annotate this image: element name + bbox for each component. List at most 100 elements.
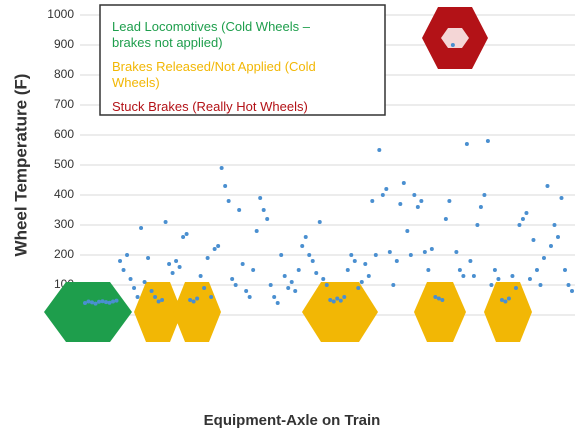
- green-hexagon: [44, 282, 132, 342]
- point: [496, 277, 501, 281]
- point: [258, 196, 263, 200]
- point: [506, 296, 511, 301]
- point: [552, 223, 557, 227]
- point: [394, 259, 399, 263]
- point: [282, 274, 287, 278]
- point: [219, 166, 224, 170]
- point: [524, 211, 529, 215]
- red-hexagon-inner: [441, 28, 469, 48]
- legend: Lead Locomotives (Cold Wheels – brakes no…: [99, 4, 386, 116]
- point: [125, 253, 130, 257]
- point: [279, 253, 284, 257]
- point: [359, 280, 364, 284]
- point: [167, 262, 172, 266]
- point: [174, 259, 179, 263]
- point: [433, 295, 438, 299]
- point: [104, 300, 109, 305]
- y-tick-label: 1000: [47, 7, 74, 21]
- point: [93, 301, 98, 306]
- point: [370, 199, 375, 203]
- point: [177, 265, 182, 269]
- point: [345, 268, 350, 272]
- point: [548, 244, 553, 248]
- point: [429, 247, 434, 251]
- point: [538, 283, 543, 287]
- annotations: [44, 7, 532, 342]
- point: [251, 268, 256, 272]
- point: [293, 289, 298, 293]
- point: [478, 205, 483, 209]
- point: [132, 286, 137, 290]
- point: [135, 295, 140, 299]
- point: [440, 298, 445, 302]
- yellow-hexagon: [302, 282, 378, 342]
- point: [559, 196, 564, 200]
- point: [356, 286, 361, 290]
- point: [328, 298, 333, 302]
- point: [489, 283, 494, 287]
- point: [181, 235, 186, 239]
- point: [373, 253, 378, 257]
- point: [447, 199, 452, 203]
- point: [272, 295, 277, 299]
- point: [146, 256, 151, 260]
- point: [307, 253, 312, 257]
- point: [97, 299, 102, 304]
- point: [426, 268, 431, 272]
- point: [436, 296, 441, 301]
- point: [349, 253, 354, 257]
- point: [300, 244, 305, 248]
- y-tick-label: 300: [54, 217, 74, 231]
- point: [118, 259, 123, 263]
- point: [261, 208, 266, 212]
- point: [331, 299, 336, 304]
- x-axis-label: Equipment-Axle on Train: [204, 412, 381, 429]
- point: [366, 274, 371, 278]
- point: [363, 262, 368, 266]
- point: [566, 283, 571, 287]
- point: [184, 232, 189, 236]
- point: [128, 277, 133, 281]
- yellow-hexagon: [134, 282, 182, 342]
- legend-entry: Brakes Released/Not Applied (Cold Wheels): [112, 59, 316, 90]
- point: [265, 217, 270, 221]
- point: [149, 289, 154, 293]
- point: [471, 274, 476, 278]
- point: [90, 300, 95, 305]
- point: [335, 296, 340, 301]
- point: [275, 301, 280, 305]
- point: [485, 139, 490, 143]
- point: [562, 268, 567, 272]
- point: [377, 148, 382, 152]
- point: [139, 226, 144, 230]
- point: [223, 184, 228, 188]
- point: [202, 286, 207, 290]
- legend-box: [99, 4, 386, 116]
- point: [268, 283, 273, 287]
- y-tick-label: 200: [54, 247, 74, 261]
- point: [391, 283, 396, 287]
- point: [240, 262, 245, 266]
- point: [468, 259, 473, 263]
- y-tick-label: 600: [54, 127, 74, 141]
- point: [86, 299, 91, 304]
- point: [324, 283, 329, 287]
- point: [317, 220, 322, 224]
- y-axis-label: Wheel Temperature (F): [11, 74, 30, 257]
- point: [153, 295, 158, 299]
- point: [310, 259, 315, 263]
- point: [510, 274, 515, 278]
- point: [247, 295, 252, 299]
- point: [244, 289, 249, 293]
- y-tick-label: 500: [54, 157, 74, 171]
- point: [352, 259, 357, 263]
- point: [100, 299, 105, 304]
- points: [83, 43, 574, 306]
- point: [387, 250, 392, 254]
- point: [195, 296, 200, 301]
- point: [314, 271, 319, 275]
- point: [254, 229, 259, 233]
- point: [401, 181, 406, 185]
- point: [499, 298, 504, 302]
